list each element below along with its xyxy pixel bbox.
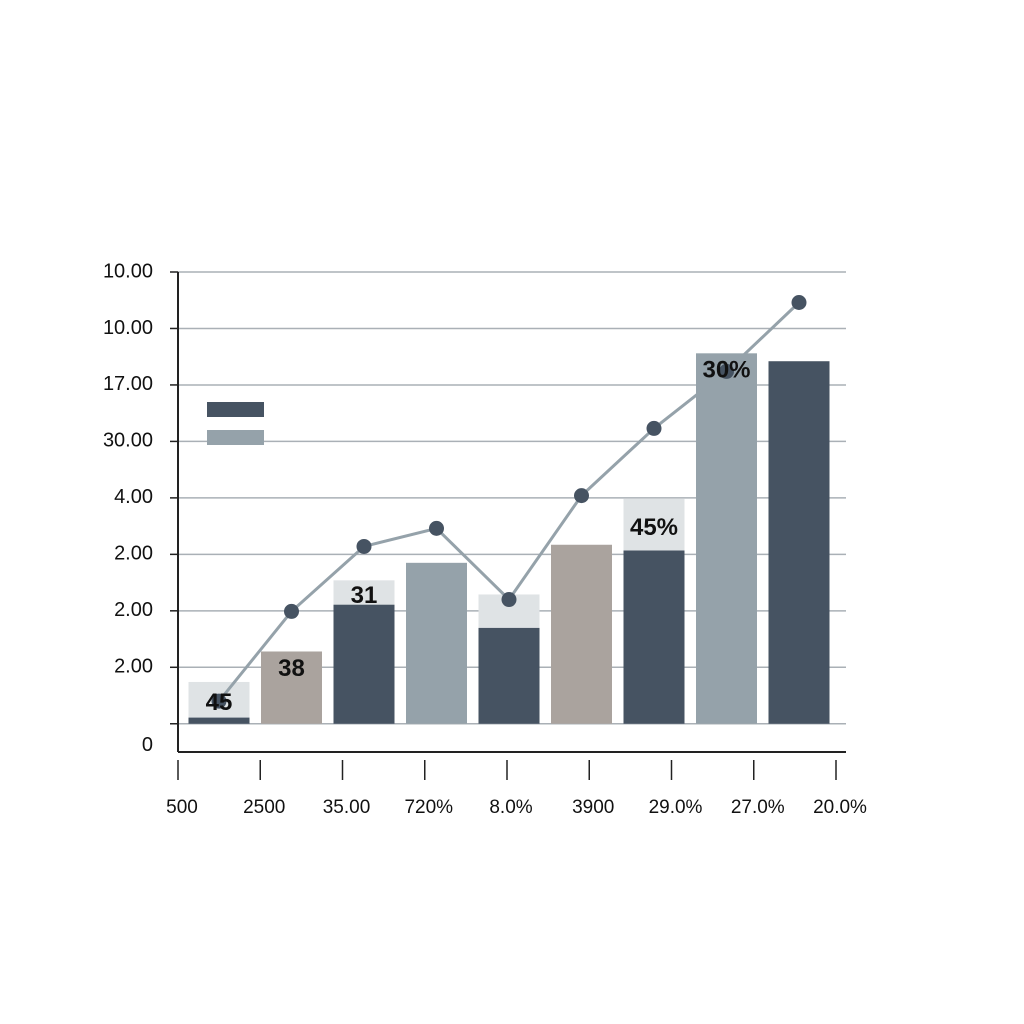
legend-swatch: [207, 430, 264, 445]
y-tick-label: 2.00: [114, 656, 153, 678]
x-tick-label: 29.0%: [649, 797, 703, 818]
line-marker: [574, 488, 589, 504]
annotation: 38: [278, 655, 305, 682]
line-marker: [719, 363, 734, 379]
bar: [551, 544, 612, 724]
legend-swatch: [207, 402, 264, 417]
x-tick-label: 720%: [404, 797, 453, 818]
line-marker: [356, 538, 372, 554]
annotation: 45%: [630, 514, 678, 541]
bar-cap: [623, 498, 685, 551]
x-tick-label: 8.0%: [489, 797, 532, 818]
annotation: 30%: [702, 357, 750, 384]
bar: [768, 361, 830, 724]
bar: [261, 651, 322, 724]
bar: [696, 353, 757, 724]
bar: [623, 550, 685, 724]
y-tick-label: 17.00: [103, 373, 153, 395]
bar: [188, 717, 250, 724]
y-tick-label: 0: [142, 734, 153, 756]
bar: [333, 604, 395, 724]
y-tick-label: 30.00: [103, 430, 153, 452]
line-marker: [429, 520, 444, 536]
y-tick-label: 10.00: [103, 317, 153, 339]
bar: [478, 627, 540, 724]
y-tick-label: 10.00: [103, 260, 153, 282]
line-marker: [211, 693, 227, 709]
y-tick-label: 2.00: [114, 543, 153, 565]
y-tick-label: 2.00: [114, 599, 153, 621]
line-marker: [284, 603, 299, 619]
x-tick-label: 20.0%: [813, 797, 867, 818]
line-marker: [646, 420, 662, 436]
annotation: 45: [206, 689, 233, 716]
x-tick-label: 27.0%: [731, 797, 785, 818]
x-tick-label: 2500: [243, 797, 285, 818]
x-tick-label: 35.00: [323, 797, 371, 818]
bar-cap: [333, 580, 395, 605]
y-tick-label: 4.00: [114, 486, 153, 508]
line-marker: [501, 592, 517, 608]
x-tick-label: 3900: [572, 797, 614, 818]
annotation: 31: [351, 582, 378, 609]
line-marker: [791, 294, 807, 310]
x-tick-label: 500: [166, 797, 198, 818]
bar: [406, 562, 467, 724]
